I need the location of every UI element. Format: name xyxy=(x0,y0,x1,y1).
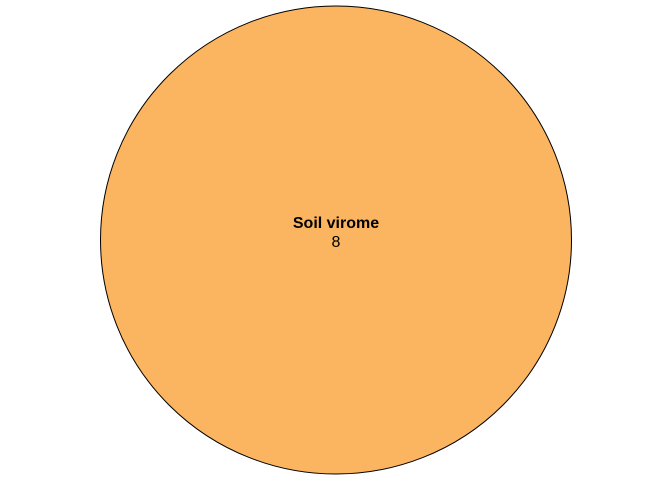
set-count-soil-virome: 8 xyxy=(332,234,341,251)
set-label-soil-virome: Soil virome xyxy=(293,215,379,232)
set-circle-soil-virome xyxy=(100,5,572,475)
